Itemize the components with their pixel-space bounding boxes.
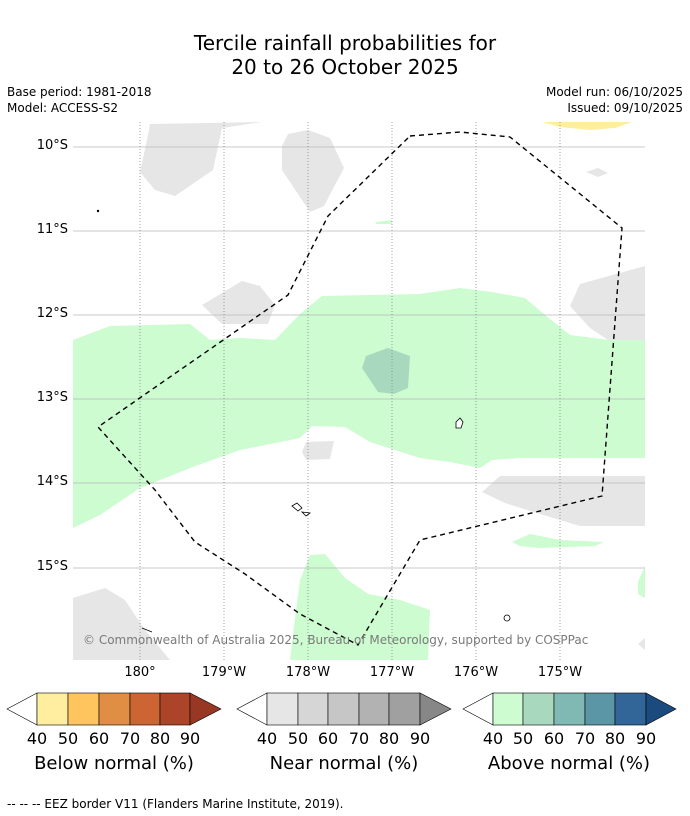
near-normal-region [638, 638, 645, 650]
colorbar-tick: 80 [378, 729, 400, 748]
colorbar-tick: 70 [574, 729, 596, 748]
near-normal-region [482, 476, 645, 526]
lon-label: 180° [124, 665, 156, 680]
lon-label: 177°W [369, 665, 415, 680]
colorbar-title-above: Above normal (%) [487, 753, 651, 774]
colorbar-tick: 80 [604, 729, 626, 748]
near-normal-region [302, 441, 334, 460]
colorbar-tick: 90 [409, 729, 431, 748]
above-normal-region [362, 348, 410, 394]
model-run: Model run: 06/10/2025 [545, 85, 683, 99]
colorbar-tick: 60 [317, 729, 339, 748]
issued-date: Issued: 09/10/2025 [567, 101, 683, 115]
colorbar-tick: 40 [26, 729, 48, 748]
map-area [73, 122, 645, 660]
near-normal-region [282, 130, 344, 212]
near-normal-region [73, 588, 170, 660]
colorbar-tick: 90 [179, 729, 201, 748]
lat-label: 15°S [36, 559, 68, 574]
near-normal-region [570, 266, 645, 340]
colorbar-tick: 50 [287, 729, 309, 748]
colorbar-tick: 70 [348, 729, 370, 748]
map-copyright: © Commonwealth of Australia 2025, Bureau… [83, 633, 589, 647]
near-normal-region [140, 122, 262, 196]
above-normal-region [638, 566, 645, 598]
colorbar-tick: 80 [149, 729, 171, 748]
lon-label: 179°W [201, 665, 247, 680]
latitude-gridlines [73, 146, 645, 569]
lat-label: 14°S [36, 474, 68, 489]
near-normal-region [202, 281, 275, 324]
colorbar-tick: 50 [57, 729, 79, 748]
colorbar-tick: 60 [88, 729, 110, 748]
colorbar-tick: 50 [512, 729, 534, 748]
lon-label: 175°W [537, 665, 583, 680]
colorbar-below-normal [6, 692, 222, 726]
island-outlines [96, 209, 511, 633]
colorbar-tick: 40 [256, 729, 278, 748]
colorbar-tick: 60 [543, 729, 565, 748]
near-normal-region [586, 168, 608, 177]
lon-label: 178°W [285, 665, 331, 680]
lat-label: 13°S [36, 390, 68, 405]
map-title-line1: Tercile rainfall probabilities for [193, 31, 497, 55]
colorbar-near-normal [236, 692, 452, 726]
base-period: Base period: 1981-2018 [7, 85, 152, 99]
colorbar-tick: 90 [635, 729, 657, 748]
above-normal-region [376, 220, 392, 224]
colorbar-tick: 40 [482, 729, 504, 748]
map-title-line2: 20 to 26 October 2025 [231, 55, 459, 79]
lon-label: 176°W [453, 665, 499, 680]
lat-label: 10°S [36, 138, 68, 153]
below-normal-region [542, 122, 632, 130]
above-normal-region [290, 554, 430, 660]
lat-label: 12°S [36, 306, 68, 321]
eez-border [96, 131, 623, 646]
above-normal-region [73, 288, 645, 528]
colorbar-tick: 70 [119, 729, 141, 748]
colorbar-above-normal [462, 692, 677, 726]
colorbar-title-below: Below normal (%) [34, 753, 194, 774]
above-normal-region [512, 534, 604, 548]
model-name: Model: ACCESS-S2 [7, 101, 119, 115]
eez-legend: -- -- -- EEZ border V11 (Flanders Marine… [7, 797, 344, 811]
colorbar-title-near: Near normal (%) [269, 753, 419, 774]
lat-label: 11°S [36, 222, 68, 237]
